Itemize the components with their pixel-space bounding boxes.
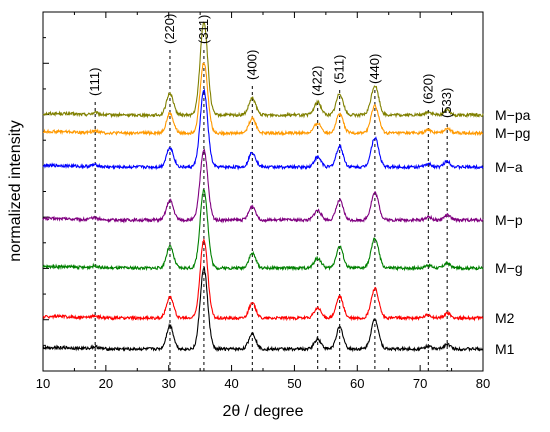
series-line-1 [43, 62, 484, 137]
peak-label: (422) [310, 66, 325, 96]
series-line-4 [42, 189, 484, 272]
peak-labels: (111) (220) (311) (400) (422) (511) (440) (620)… [87, 14, 454, 118]
x-axis-title: 2θ / degree [223, 403, 304, 420]
x-axis-ticks: 10 20 30 40 50 60 70 80 [36, 12, 490, 391]
x-tick-label: 80 [476, 376, 490, 391]
x-tick-label: 50 [287, 376, 301, 391]
series-label: M−pg [495, 125, 530, 141]
x-tick-label: 20 [99, 376, 113, 391]
peak-label: (440) [367, 54, 382, 84]
series-line-5 [42, 238, 484, 322]
series-traces [42, 21, 484, 353]
series-label: M1 [495, 341, 515, 357]
y-axis-title: normalized intensity [7, 120, 24, 261]
series-line-2 [42, 88, 484, 171]
series-label: M2 [495, 310, 515, 326]
series-label: M−a [495, 159, 523, 175]
series-label: M−g [495, 260, 523, 276]
peak-label: (511) [332, 55, 347, 84]
peak-label: (620) [420, 74, 435, 104]
series-line-0 [42, 21, 484, 119]
series-label: M−p [495, 212, 523, 228]
x-tick-label: 60 [350, 376, 364, 391]
series-label: M−pa [495, 107, 531, 123]
peak-reference-lines [94, 50, 448, 371]
series-labels: M−pa M−pg M−a M−p M−g M2 M1 [495, 107, 531, 357]
x-tick-label: 70 [413, 376, 427, 391]
x-tick-label: 40 [224, 376, 238, 391]
peak-label: (400) [244, 50, 259, 80]
series-line-3 [42, 148, 484, 224]
peak-label: (220) [162, 14, 177, 44]
peak-label: (533) [439, 88, 454, 118]
series-line-6 [42, 266, 484, 353]
peak-label: (311) [196, 15, 211, 44]
x-tick-label: 10 [36, 376, 50, 391]
x-tick-label: 30 [161, 376, 175, 391]
peak-label: (111) [87, 68, 102, 96]
